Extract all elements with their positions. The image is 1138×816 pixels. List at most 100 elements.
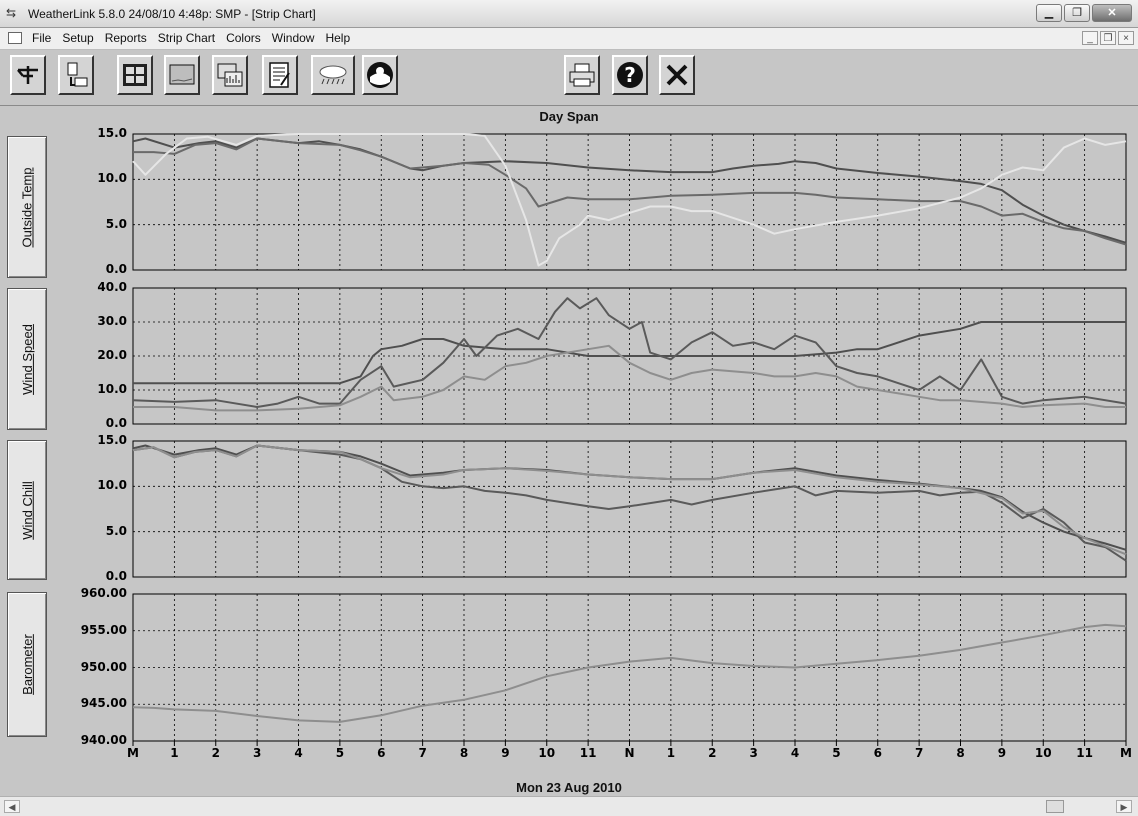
window-controls: ▁ ❐ ✕: [1036, 4, 1132, 22]
x-tick-label: 6: [377, 746, 386, 760]
horizontal-scrollbar[interactable]: ◀ ▶: [0, 796, 1138, 816]
wind-speed-y-tick: 0.0: [105, 416, 127, 430]
wind-chill-y-tick: 10.0: [97, 478, 127, 493]
menu-strip-chart[interactable]: Strip Chart: [157, 31, 216, 45]
maximize-button[interactable]: ❐: [1064, 4, 1090, 22]
wind-chill-button[interactable]: Wind Chill: [7, 440, 47, 580]
barometer-y-tick: 950.00: [80, 659, 127, 674]
barometer-y-tick: 960.00: [80, 586, 127, 600]
wind-chill-series-3: [132, 444, 1127, 556]
scroll-left-button[interactable]: ◀: [4, 800, 20, 813]
wind-chill-y-tick: 15.0: [97, 433, 127, 447]
notes-icon: [269, 62, 290, 88]
x-tick-label: 7: [418, 746, 427, 760]
plot-canvas: [132, 133, 1127, 746]
x-tick-label: 8: [956, 746, 965, 760]
x-tick-label: 2: [211, 746, 220, 760]
wind-speed-y-tick: 40.0: [97, 280, 127, 294]
browse-icon: [169, 64, 195, 85]
wind-chill-y-tick: 5.0: [105, 523, 127, 538]
svg-text:?: ?: [624, 63, 636, 87]
menu-window[interactable]: Window: [271, 31, 315, 45]
x-tick-label: M: [1120, 746, 1132, 760]
strip-chart-button[interactable]: [212, 55, 248, 95]
outside-temp-y-tick: 15.0: [97, 126, 127, 140]
outside-temp-button[interactable]: Outside Temp: [7, 136, 47, 278]
minimize-button[interactable]: ▁: [1036, 4, 1062, 22]
menu-colors[interactable]: Colors: [226, 31, 261, 45]
weather-button[interactable]: [311, 55, 355, 95]
wind-speed-y-tick: 20.0: [97, 348, 127, 362]
strip-chart-icon: [217, 63, 243, 87]
scroll-thumb[interactable]: [1046, 800, 1064, 813]
x-tick-label: M: [127, 746, 139, 760]
x-tick-label: 1: [666, 746, 676, 760]
outside-temp-series-2: [133, 137, 1127, 246]
menu-help[interactable]: Help: [325, 31, 351, 45]
chart-title: Day Span: [539, 109, 599, 124]
x-tick-label: 3: [749, 746, 758, 760]
close-icon: [666, 64, 688, 86]
notes-button[interactable]: [262, 55, 298, 95]
wind-chill-y-tick: 0.0: [105, 569, 127, 583]
outside-temp-y-tick: 10.0: [97, 171, 127, 186]
mdi-controls: _ ❐ ×: [1082, 31, 1134, 45]
x-tick-label: 10: [1034, 746, 1052, 760]
bulletin-icon: [123, 64, 147, 86]
close-chart-button[interactable]: [659, 55, 695, 95]
window-title: WeatherLink 5.8.0 24/08/10 4:48p: SMP - …: [28, 7, 316, 21]
toolbar: ?: [0, 50, 1138, 106]
wind-speed-y-tick: 10.0: [97, 382, 127, 396]
download-button[interactable]: [58, 55, 94, 95]
menu-file[interactable]: File: [32, 31, 52, 45]
date-label: Mon 23 Aug 2010: [516, 780, 622, 795]
x-tick-label: 6: [873, 746, 882, 760]
menu-setup[interactable]: Setup: [62, 31, 94, 45]
help-button[interactable]: ?: [612, 55, 648, 95]
title-bar: ⇆ WeatherLink 5.8.0 24/08/10 4:48p: SMP …: [0, 0, 1138, 28]
menu-reports[interactable]: Reports: [104, 31, 147, 45]
noaa-icon: [367, 62, 393, 88]
mdi-minimize-button[interactable]: _: [1082, 31, 1098, 45]
x-tick-label: 11: [1076, 746, 1093, 760]
outside-temp-y-tick: 5.0: [105, 216, 127, 231]
x-tick-label: 8: [459, 746, 469, 760]
strip-chart: Day Span Outside Temp Wind Speed Wind Ch…: [0, 106, 1138, 796]
scroll-right-button[interactable]: ▶: [1116, 800, 1132, 813]
close-window-button[interactable]: ✕: [1092, 4, 1132, 22]
x-tick-label: 9: [501, 746, 510, 760]
help-icon: ?: [617, 62, 643, 88]
x-tick-label: 4: [790, 746, 800, 760]
print-button[interactable]: [564, 55, 600, 95]
print-icon: [569, 63, 595, 87]
barometer-y-tick: 940.00: [80, 733, 127, 747]
outside-temp-series-3: [132, 133, 1127, 267]
wind-speed-button[interactable]: Wind Speed: [7, 288, 47, 430]
x-tick-label: 7: [914, 746, 924, 760]
x-tick-label: 5: [335, 746, 345, 760]
x-tick-label: N: [624, 746, 635, 760]
barometer-y-tick: 955.00: [80, 622, 127, 637]
app-icon[interactable]: ⇆: [6, 6, 17, 20]
document-icon[interactable]: [8, 32, 22, 44]
mdi-close-button[interactable]: ×: [1118, 31, 1134, 45]
x-tick-label: 11: [579, 746, 597, 760]
browse-button[interactable]: [164, 55, 200, 95]
wind-speed-series-3: [133, 344, 1126, 412]
weather-icon: [319, 65, 347, 85]
x-tick-label: 10: [538, 746, 556, 760]
barometer-series-1: [132, 623, 1127, 723]
x-tick-label: 9: [997, 746, 1007, 760]
wind-speed-series-2: [132, 297, 1127, 408]
station-button[interactable]: [10, 55, 46, 95]
bulletin-button[interactable]: [117, 55, 153, 95]
x-tick-label: 5: [832, 746, 841, 760]
menu-list: File Setup Reports Strip Chart Colors Wi…: [32, 31, 350, 45]
download-icon: [67, 62, 88, 87]
noaa-button[interactable]: [362, 55, 398, 95]
wind-speed-y-tick: 30.0: [97, 314, 127, 328]
menu-bar: File Setup Reports Strip Chart Colors Wi…: [0, 28, 1138, 50]
barometer-button[interactable]: Barometer: [7, 592, 47, 737]
mdi-restore-button[interactable]: ❐: [1100, 31, 1116, 45]
outside-temp-y-tick: 0.0: [105, 262, 127, 276]
